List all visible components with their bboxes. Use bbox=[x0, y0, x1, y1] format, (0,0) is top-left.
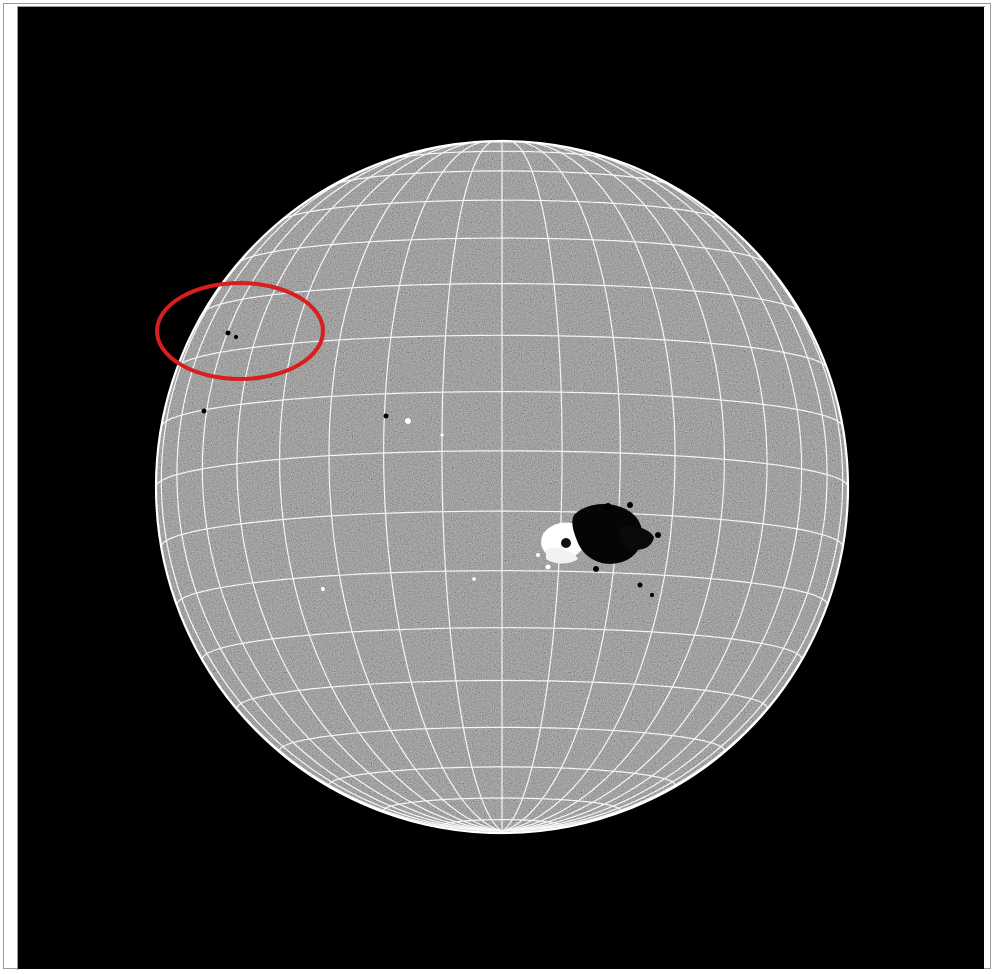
meridian-line bbox=[501, 141, 726, 832]
meridian-line bbox=[501, 191, 844, 832]
active-region bbox=[536, 502, 661, 597]
latitude-line bbox=[441, 819, 563, 828]
latitude-line bbox=[202, 283, 802, 314]
meridian-line bbox=[176, 155, 503, 832]
image-frame-inner bbox=[17, 6, 985, 970]
latitude-line bbox=[389, 150, 615, 161]
latitude-line bbox=[236, 679, 768, 711]
highlight-ellipse bbox=[155, 281, 325, 381]
meridian-line bbox=[501, 141, 621, 832]
meridian-line bbox=[501, 143, 768, 832]
latitude-line bbox=[278, 726, 726, 754]
latitude-line bbox=[281, 199, 723, 221]
latitude-line bbox=[328, 766, 676, 789]
meridian-line bbox=[236, 143, 503, 832]
latitude-line bbox=[383, 797, 621, 814]
meridian-line bbox=[278, 141, 503, 832]
meridian-line bbox=[501, 141, 676, 832]
latitude-line bbox=[238, 237, 766, 264]
latitude-line bbox=[160, 510, 844, 547]
solar-limb bbox=[154, 139, 850, 835]
meridian-line bbox=[501, 141, 563, 832]
latitude-line bbox=[176, 570, 828, 606]
meridian-line bbox=[501, 155, 828, 832]
meridian-line bbox=[383, 141, 503, 832]
latitude-line bbox=[160, 390, 844, 427]
meridian-line bbox=[328, 141, 503, 832]
latitude-line bbox=[177, 334, 827, 368]
latitude-line bbox=[156, 450, 848, 488]
small-magnetic-features bbox=[201, 330, 476, 591]
latitude-line bbox=[201, 627, 803, 661]
solar-disk-figure bbox=[18, 7, 984, 969]
magnetogram-image bbox=[18, 7, 984, 969]
solar-disk bbox=[156, 141, 848, 833]
latitude-line bbox=[332, 170, 672, 186]
meridian-line bbox=[160, 191, 503, 832]
meridian-line bbox=[441, 141, 503, 832]
